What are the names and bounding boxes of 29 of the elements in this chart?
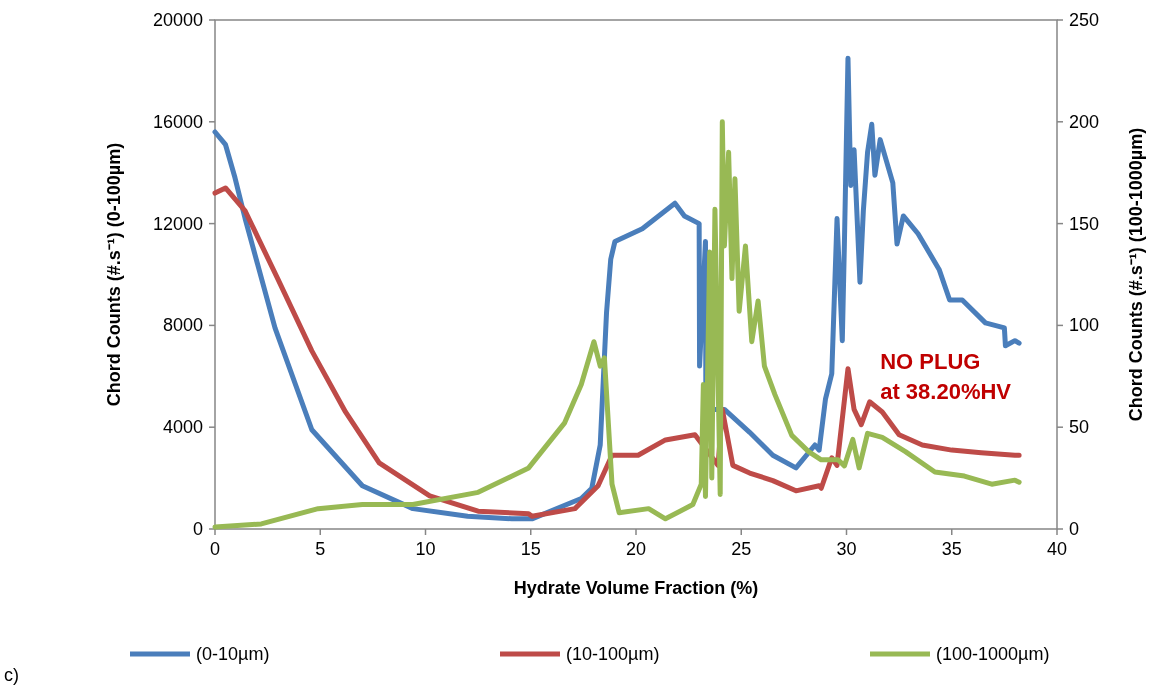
y-tick-label: 0 xyxy=(192,519,203,539)
y-tick-label: 12000 xyxy=(152,213,203,234)
legend-label: (10-100µm) xyxy=(566,644,660,664)
legend-label: (100-1000µm) xyxy=(936,644,1050,664)
y-tick-label: 16000 xyxy=(152,111,203,132)
x-tick-label: 25 xyxy=(731,539,752,559)
y2-tick-label: 50 xyxy=(1069,417,1090,438)
annotation: NO PLUG at 38.20%HV xyxy=(880,348,1012,404)
y-tick-label: 20000 xyxy=(152,10,203,30)
x-tick-label: 30 xyxy=(836,539,857,559)
y2-tick-label: 200 xyxy=(1069,111,1100,132)
y-axis-title: Chord Counts (#.s⁻¹) (0-100µm) xyxy=(104,142,124,407)
y2-tick-label: 250 xyxy=(1069,10,1100,30)
x-tick-label: 15 xyxy=(520,539,541,559)
y2-tick-label: 150 xyxy=(1069,213,1100,234)
x-tick-label: 35 xyxy=(941,539,962,559)
y2-tick-label: 100 xyxy=(1069,315,1100,336)
x-tick-label: 20 xyxy=(625,539,647,559)
y-tick-label: 8000 xyxy=(162,315,203,336)
y2-axis-title: Chord Counts (#.s⁻¹) (100-1000µm) xyxy=(1126,127,1146,422)
x-tick-label: 10 xyxy=(415,539,436,559)
y2-tick-label: 0 xyxy=(1069,519,1080,539)
x-tick-label: 5 xyxy=(315,539,326,559)
x-tick-label: 0 xyxy=(209,539,221,559)
legend-label: (0-10µm) xyxy=(196,644,270,664)
y-tick-label: 4000 xyxy=(162,417,203,438)
x-tick-label: 40 xyxy=(1046,539,1068,559)
text: c) xyxy=(4,665,19,685)
x-axis-title: Hydrate Volume Fraction (%) xyxy=(513,578,759,598)
